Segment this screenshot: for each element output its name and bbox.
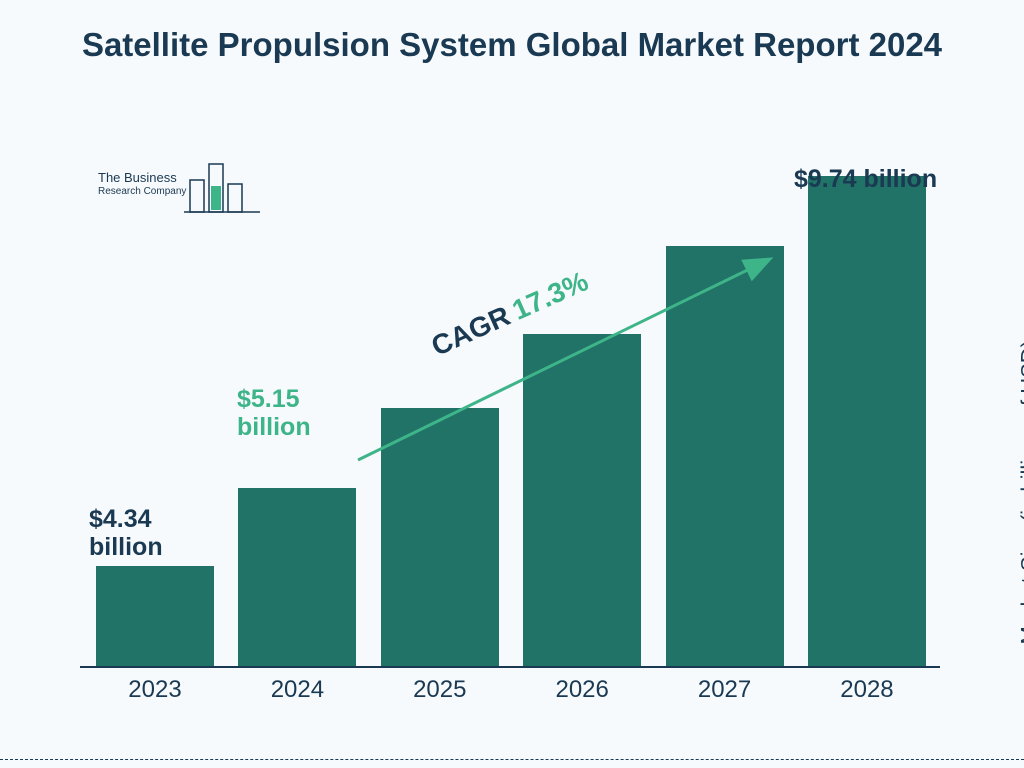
value-label-2023: $4.34 billion — [89, 505, 199, 563]
bar-2026 — [523, 334, 641, 666]
x-label-2023: 2023 — [92, 676, 218, 704]
bar-slot-2026 — [519, 334, 645, 666]
bar-slot-2025 — [377, 408, 503, 666]
bar-2025 — [381, 408, 499, 666]
bar-slot-2027 — [662, 246, 788, 666]
bar-2028 — [808, 176, 926, 666]
chart-area: 2023 2024 2025 2026 2027 2028 $4.34 bill… — [80, 140, 960, 700]
chart-title: Satellite Propulsion System Global Marke… — [0, 24, 1024, 65]
x-label-2025: 2025 — [377, 676, 503, 704]
bar-2023 — [96, 566, 214, 666]
bars-container — [92, 146, 930, 666]
x-label-2027: 2027 — [662, 676, 788, 704]
value-label-2028: $9.74 billion — [794, 165, 954, 194]
bar-slot-2024 — [234, 488, 360, 666]
bar-slot-2028 — [804, 176, 930, 666]
footer-divider — [0, 759, 1024, 760]
x-label-2028: 2028 — [804, 676, 930, 704]
x-axis-labels: 2023 2024 2025 2026 2027 2028 — [92, 676, 930, 704]
y-axis-title: Market Size (in billions of USD) — [1016, 340, 1024, 644]
x-label-2026: 2026 — [519, 676, 645, 704]
bar-slot-2023 — [92, 566, 218, 666]
x-axis-line — [80, 666, 940, 668]
bar-2027 — [666, 246, 784, 666]
x-label-2024: 2024 — [234, 676, 360, 704]
bar-2024 — [238, 488, 356, 666]
value-label-2024: $5.15 billion — [237, 385, 347, 443]
